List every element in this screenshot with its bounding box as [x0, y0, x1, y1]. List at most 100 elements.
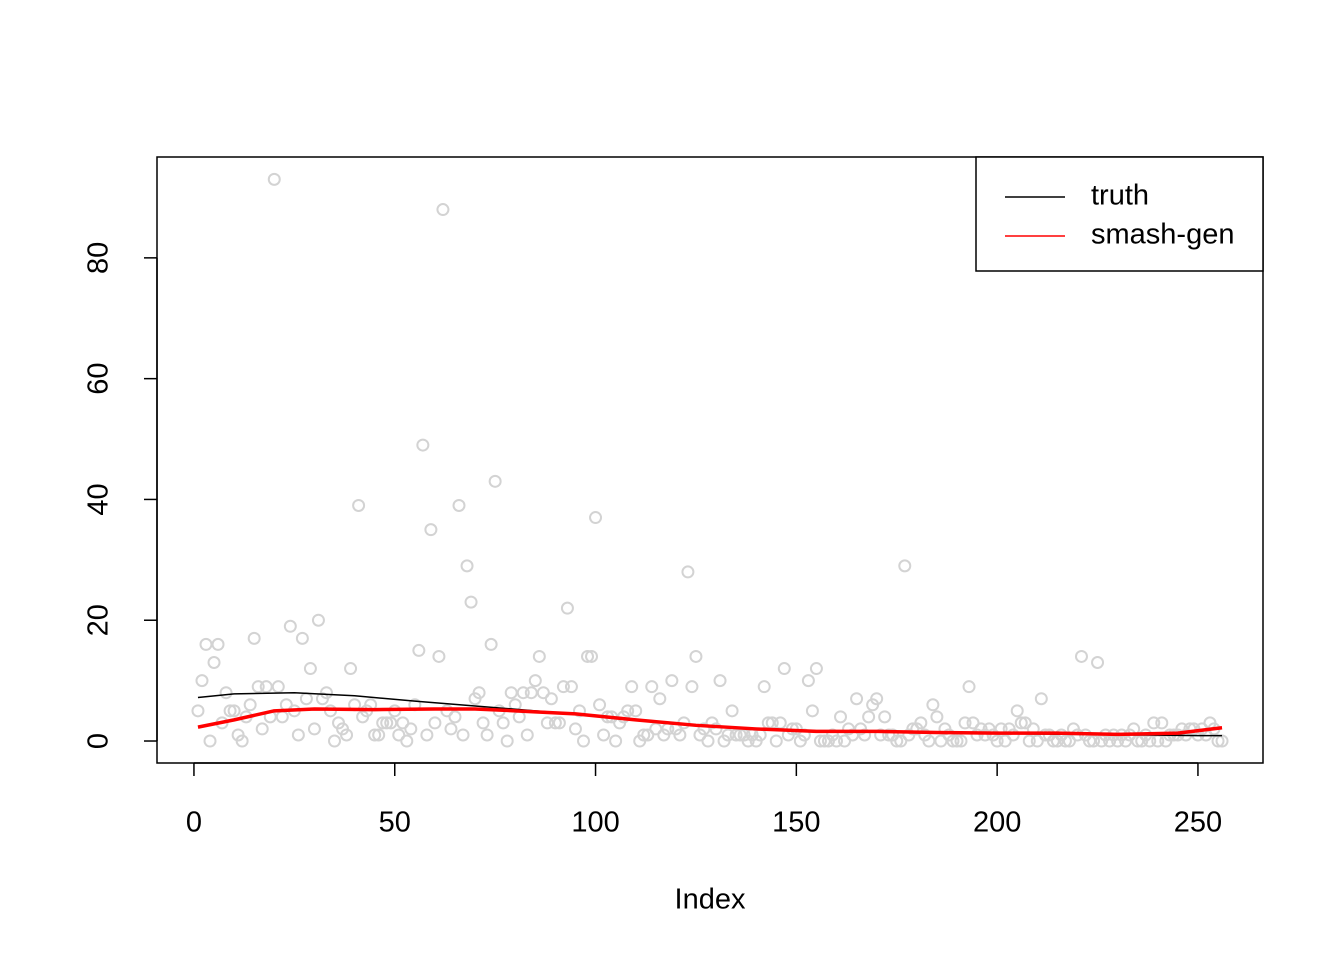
data-point: [934, 734, 948, 748]
data-point: [665, 674, 679, 688]
data-point: [685, 680, 699, 694]
x-tick-label: 50: [379, 807, 411, 839]
data-point: [878, 710, 892, 724]
x-tick-label: 250: [1174, 807, 1222, 839]
data-point: [412, 643, 426, 657]
data-point: [552, 716, 566, 730]
data-point: [420, 728, 434, 742]
data-point: [946, 734, 960, 748]
x-axis-label: Index: [675, 884, 746, 916]
data-point: [870, 692, 884, 706]
y-tick-label: 20: [83, 604, 115, 636]
data-point: [303, 662, 317, 676]
data-point: [416, 438, 430, 452]
data-point: [243, 698, 257, 712]
data-point: [560, 601, 574, 615]
data-point: [259, 680, 273, 694]
data-point: [516, 686, 530, 700]
data-point: [882, 728, 896, 742]
data-point: [476, 716, 490, 730]
data-point: [757, 680, 771, 694]
x-tick-label: 100: [571, 807, 619, 839]
data-point: [990, 734, 1004, 748]
y-tick-label: 40: [83, 483, 115, 515]
data-point: [1147, 716, 1161, 730]
data-point: [922, 734, 936, 748]
data-point: [830, 734, 844, 748]
data-point: [701, 734, 715, 748]
data-point: [1018, 716, 1032, 730]
data-point: [1034, 692, 1048, 706]
data-point: [392, 728, 406, 742]
data-point: [195, 674, 209, 688]
data-point: [846, 728, 860, 742]
data-point: [328, 734, 342, 748]
data-point: [1006, 728, 1020, 742]
data-point: [1091, 656, 1105, 670]
legend-box: [975, 156, 1264, 272]
data-point: [838, 734, 852, 748]
data-point: [223, 704, 237, 718]
data-point: [536, 686, 550, 700]
data-point: [203, 734, 217, 748]
legend-label: smash-gen: [1091, 219, 1234, 251]
data-point: [950, 734, 964, 748]
x-tick-label: 0: [186, 807, 202, 839]
data-point: [488, 474, 502, 488]
data-point: [544, 692, 558, 706]
data-point: [576, 734, 590, 748]
data-point: [681, 565, 695, 579]
data-point: [524, 686, 538, 700]
data-point: [291, 728, 305, 742]
data-point: [697, 722, 711, 736]
data-point: [251, 680, 265, 694]
data-point: [777, 662, 791, 676]
data-point: [958, 716, 972, 730]
data-point: [725, 704, 739, 718]
data-point: [589, 511, 603, 525]
data-point: [319, 686, 333, 700]
data-point: [858, 728, 872, 742]
data-point: [540, 716, 554, 730]
data-point: [1183, 722, 1197, 736]
data-point: [548, 716, 562, 730]
data-point: [621, 704, 635, 718]
data-point: [207, 656, 221, 670]
data-point: [368, 728, 382, 742]
data-point: [805, 704, 819, 718]
data-point: [556, 680, 570, 694]
data-point: [267, 172, 281, 186]
data-point: [307, 722, 321, 736]
data-point: [235, 734, 249, 748]
data-point: [512, 710, 526, 724]
data-point: [564, 680, 578, 694]
data-point: [275, 710, 289, 724]
data-point: [894, 734, 908, 748]
data-point: [444, 722, 458, 736]
data-point: [641, 728, 655, 742]
legend-label: truth: [1091, 180, 1149, 212]
data-point: [1014, 716, 1028, 730]
data-point: [890, 734, 904, 748]
data-point: [930, 710, 944, 724]
data-point: [954, 734, 968, 748]
y-tick-label: 80: [83, 242, 115, 274]
data-point: [689, 649, 703, 663]
data-point: [340, 728, 354, 742]
data-point: [1074, 649, 1088, 663]
data-point: [874, 728, 888, 742]
data-point: [456, 728, 470, 742]
data-point: [898, 559, 912, 573]
data-point: [352, 498, 366, 512]
data-point: [862, 710, 876, 724]
data-point: [199, 637, 213, 651]
data-point: [850, 692, 864, 706]
data-point: [247, 631, 261, 645]
data-point: [255, 722, 269, 736]
data-point: [673, 728, 687, 742]
data-point: [568, 722, 582, 736]
data-point: [817, 734, 831, 748]
data-point: [773, 716, 787, 730]
data-point: [520, 728, 534, 742]
data-point: [464, 595, 478, 609]
